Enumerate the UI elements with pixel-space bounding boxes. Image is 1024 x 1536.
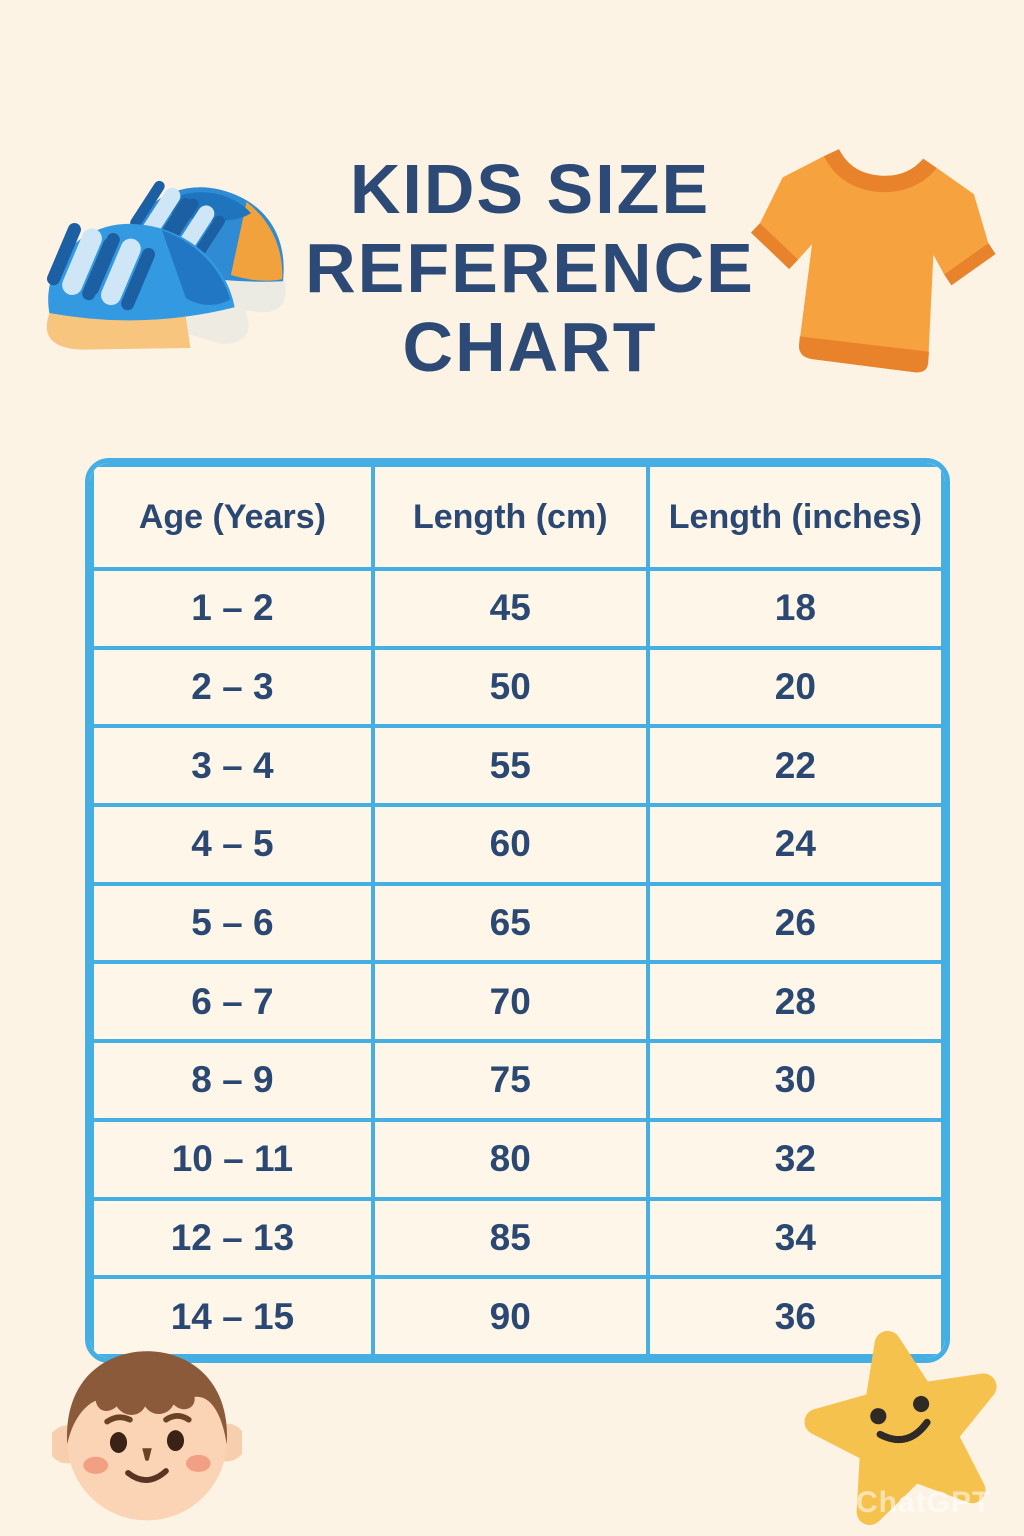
- table-row: 10 – 11 80 32: [90, 1117, 945, 1201]
- star-icon: [804, 1330, 997, 1526]
- table-cell: 24: [645, 803, 945, 886]
- table-cell: 45: [370, 567, 650, 650]
- table-cell: 65: [370, 881, 650, 965]
- table-cell: 36: [645, 1275, 945, 1358]
- header-row: Age (Years) Length (cm) Length (inches): [90, 463, 945, 571]
- table-row: 2 – 3 50 20: [90, 645, 945, 729]
- table-cell: 12 – 13: [90, 1196, 375, 1280]
- table-row: 12 – 13 85 34: [90, 1196, 945, 1280]
- table-cell: 34: [645, 1196, 945, 1280]
- table-cell: 55: [370, 724, 650, 808]
- table-cell: 18: [645, 567, 945, 650]
- size-table-header: Age (Years) Length (cm) Length (inches): [90, 463, 945, 571]
- table-cell: 20: [645, 645, 945, 729]
- table-cell: 10 – 11: [90, 1117, 375, 1201]
- page-title-line-2: REFERENCE: [305, 229, 755, 308]
- table-cell: 26: [645, 881, 945, 965]
- table-cell: 5 – 6: [90, 881, 375, 965]
- table-cell: 3 – 4: [90, 724, 375, 808]
- table-cell: 90: [370, 1275, 650, 1358]
- table-row: 8 – 9 75 30: [90, 1039, 945, 1122]
- table-cell: 4 – 5: [90, 803, 375, 886]
- table-cell: 75: [370, 1039, 650, 1122]
- tshirt-icon: [750, 149, 996, 373]
- table-row: 1 – 2 45 18: [90, 567, 945, 650]
- column-header-length-cm: Length (cm): [370, 463, 650, 571]
- table-cell: 22: [645, 724, 945, 808]
- page-title: KIDS SIZE REFERENCE CHART: [285, 150, 775, 387]
- size-table: Age (Years) Length (cm) Length (inches) …: [90, 463, 945, 1358]
- table-cell: 8 – 9: [90, 1039, 375, 1122]
- column-header-length-inches: Length (inches): [645, 463, 945, 571]
- table-row: 14 – 15 90 36: [90, 1275, 945, 1358]
- table-row: 3 – 4 55 22: [90, 724, 945, 808]
- table-cell: 28: [645, 960, 945, 1044]
- table-cell: 80: [370, 1117, 650, 1201]
- boy-face-icon: [52, 1351, 242, 1521]
- column-header-age: Age (Years): [90, 463, 375, 571]
- table-cell: 70: [370, 960, 650, 1044]
- table-row: 4 – 5 60 24: [90, 803, 945, 886]
- table-cell: 1 – 2: [90, 567, 375, 650]
- size-table-body: 1 – 2 45 18 2 – 3 50 20 3 – 4 55 22 4 – 5 60 24 5 – …: [90, 567, 945, 1358]
- size-table-container: Age (Years) Length (cm) Length (inches) …: [85, 458, 950, 1363]
- table-cell: 14 – 15: [90, 1275, 375, 1358]
- table-cell: 60: [370, 803, 650, 886]
- sneakers-icon: [46, 180, 286, 350]
- table-row: 5 – 6 65 26: [90, 881, 945, 965]
- table-cell: 6 – 7: [90, 960, 375, 1044]
- table-cell: 85: [370, 1196, 650, 1280]
- table-cell: 2 – 3: [90, 645, 375, 729]
- table-cell: 30: [645, 1039, 945, 1122]
- watermark: ChatGPT: [856, 1486, 992, 1519]
- table-cell: 50: [370, 645, 650, 729]
- table-cell: 32: [645, 1117, 945, 1201]
- page-title-line-1: KIDS SIZE: [349, 150, 711, 228]
- page-title-line-3: CHART: [402, 308, 658, 387]
- table-row: 6 – 7 70 28: [90, 960, 945, 1044]
